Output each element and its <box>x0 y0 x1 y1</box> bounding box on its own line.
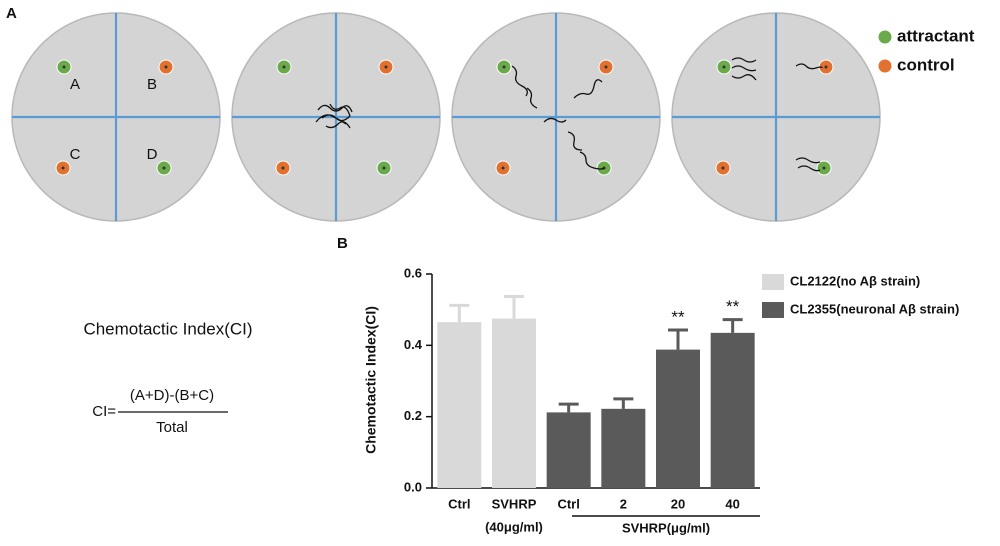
panel-label: B <box>337 235 348 252</box>
spot-center <box>62 65 66 69</box>
panel-label: A <box>6 5 17 22</box>
worm-group <box>731 57 757 81</box>
error-bar <box>449 303 470 323</box>
spot-center <box>501 166 505 170</box>
y-tick-label: 0.2 <box>404 408 422 423</box>
x-tick-label: Ctrl <box>448 496 470 511</box>
spot-center <box>382 166 386 170</box>
worm <box>579 151 605 170</box>
worm <box>511 65 528 97</box>
worm <box>543 117 567 123</box>
well-label: D <box>147 146 158 163</box>
well-label: A <box>70 76 80 93</box>
chart: 0.0 0.2 0.4 0.6 Ctrl SVHRP (40μg/ml) Ctrl 2 20 ** 4… <box>404 265 959 535</box>
spot-center <box>281 166 285 170</box>
spot-center <box>162 166 166 170</box>
y-tick-label: 0.0 <box>404 479 422 494</box>
x-tick-label: Ctrl <box>557 496 579 511</box>
spot-center <box>502 65 506 69</box>
spot-center <box>61 166 65 170</box>
legend-label: attractant <box>897 26 975 45</box>
worm-cluster <box>315 103 353 129</box>
spot-center <box>282 65 286 69</box>
formula-title: Chemotactic Index(CI) <box>83 319 252 338</box>
plates: A B C D <box>11 12 881 222</box>
spot-center <box>721 166 725 170</box>
error-bar <box>722 318 743 333</box>
worm <box>795 63 823 70</box>
formula-lhs: CI= <box>92 403 116 420</box>
worm <box>567 131 583 151</box>
spot-center <box>604 65 608 69</box>
well-label: B <box>147 76 157 93</box>
spot-center <box>822 166 826 170</box>
bar <box>546 412 591 488</box>
x-tick-label: 40 <box>725 496 739 511</box>
bar <box>492 318 536 488</box>
bar <box>710 332 755 488</box>
spot-center <box>164 65 168 69</box>
legend-label: control <box>897 55 955 74</box>
x-tick-label: SVHRP <box>492 496 537 511</box>
bar <box>601 408 646 488</box>
worm <box>526 87 538 109</box>
legend-swatch <box>877 29 893 45</box>
legend-label: CL2122(no Aβ strain) <box>790 273 920 288</box>
legend-swatch <box>762 274 784 290</box>
legend-swatch <box>762 302 784 318</box>
well-label: C <box>70 146 81 163</box>
formula-denominator: Total <box>156 419 188 436</box>
formula-numerator: (A+D)-(B+C) <box>130 387 214 404</box>
y-axis-label: Chemotactic Index(CI) <box>363 306 379 454</box>
worm <box>573 79 603 99</box>
significance: ** <box>726 297 740 316</box>
x-tick-label: 20 <box>671 496 685 511</box>
x-tick-label: 2 <box>620 496 627 511</box>
spot-center <box>722 65 726 69</box>
legend-label: CL2355(neuronal Aβ strain) <box>790 301 959 316</box>
spot-center <box>384 65 388 69</box>
error-bar <box>668 328 688 350</box>
significance: ** <box>671 307 685 326</box>
bar <box>437 322 482 488</box>
x-tick-sublabel: (40μg/ml) <box>485 519 543 534</box>
error-bar <box>558 402 579 413</box>
legend-a: attractant control <box>877 26 975 74</box>
worms <box>315 57 823 172</box>
y-tick-label: 0.4 <box>404 337 423 352</box>
bar <box>656 349 700 488</box>
group-label: SVHRP(μg/ml) <box>622 520 710 535</box>
y-tick-label: 0.6 <box>404 265 422 280</box>
worm-group <box>795 157 821 172</box>
spot-center <box>824 65 828 69</box>
error-bar <box>504 294 524 319</box>
error-bar <box>613 397 634 409</box>
legend-swatch <box>877 58 893 74</box>
